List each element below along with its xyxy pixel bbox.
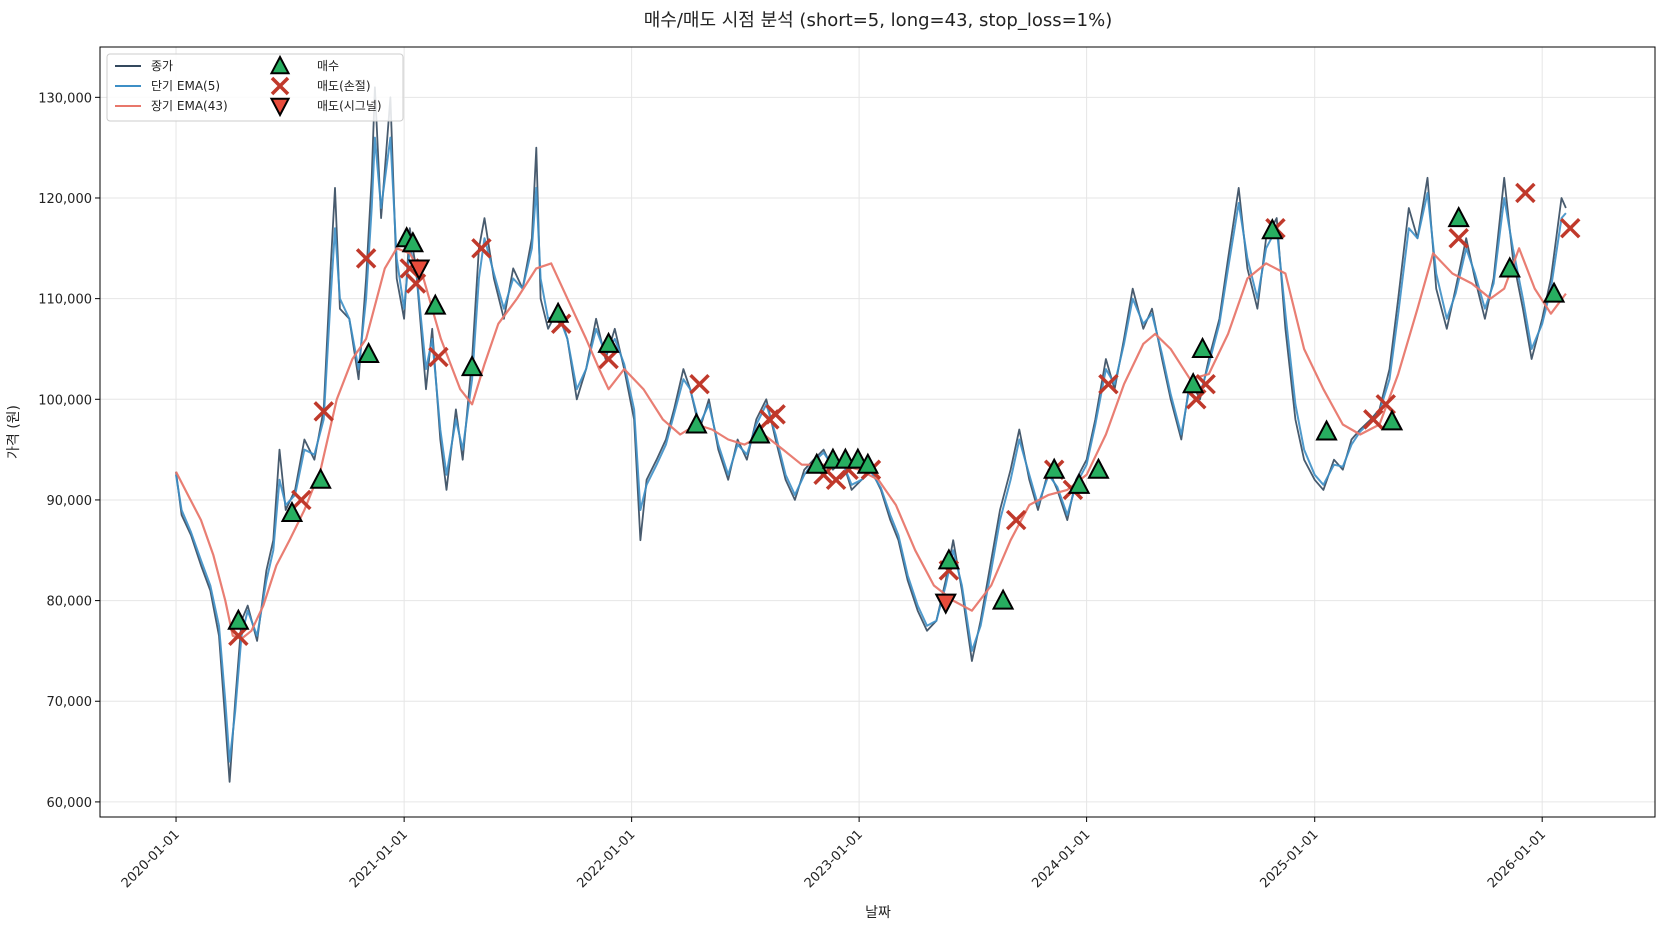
buy-marker (309, 467, 332, 489)
buy-marker (424, 293, 447, 315)
y-tick-label: 120,000 (38, 192, 92, 207)
stop-loss-marker (765, 404, 786, 425)
stop-loss-marker-stroke (689, 373, 710, 395)
legend-item-sell-signal: 매도(시그널) (269, 97, 382, 118)
buy-marker (357, 341, 380, 363)
x-axis-label: 날짜 (865, 905, 891, 921)
legend-item-close: 종가 (115, 59, 173, 73)
legend-box (106, 53, 404, 122)
buy-marker (1191, 336, 1214, 358)
stop-loss-marker (428, 346, 449, 368)
signal-sell-marker (934, 593, 957, 615)
y-tick-label: 70,000 (47, 695, 93, 710)
legend-item-buy: 매수 (269, 54, 339, 75)
stop-loss-marker (1098, 373, 1119, 395)
legend-label: 장기 EMA(43) (151, 99, 228, 113)
stop-loss-marker-stroke (1186, 389, 1207, 410)
stop-loss-marker-stroke (291, 489, 312, 511)
buy-marker (748, 422, 771, 444)
signal-sell-marker (407, 259, 431, 281)
stop-loss-marker (1560, 217, 1581, 239)
stop-loss-marker (355, 248, 377, 269)
stop-loss-marker-stroke (270, 76, 290, 96)
stop-loss-marker-stroke (405, 273, 427, 294)
stop-loss-marker (228, 625, 249, 647)
legend-item-ema-short: 단기 EMA(5) (115, 79, 220, 93)
stop-loss-marker-stroke (428, 346, 449, 368)
legend-swatch-buy (269, 54, 291, 75)
stop-loss-marker-stroke (1363, 409, 1384, 430)
stop-loss-marker-stroke (598, 348, 619, 370)
buy-marker (280, 500, 304, 523)
stop-loss-marker-stroke (1560, 217, 1581, 239)
series-line-close (175, 86, 1567, 783)
buy-marker (1087, 457, 1110, 479)
stop-loss-marker-stroke (228, 625, 249, 647)
buy-marker (805, 452, 828, 474)
stop-loss-marker (1515, 182, 1536, 204)
legend-label: 종가 (151, 59, 173, 73)
legend-swatch-signal-sell (269, 97, 291, 118)
legend-label: 단기 EMA(5) (151, 79, 220, 93)
buy-marker (1542, 281, 1566, 303)
buy-marker (546, 301, 570, 323)
stop-loss-marker (1448, 228, 1469, 249)
y-tick-label: 130,000 (38, 91, 92, 106)
legend-label: 매수 (317, 59, 339, 73)
stop-loss-marker-stroke (1515, 182, 1536, 204)
stop-loss-marker-stroke (1375, 394, 1396, 415)
buy-marker (685, 412, 708, 434)
y-tick-label: 80,000 (47, 595, 93, 610)
buy-marker (1067, 472, 1091, 494)
stop-loss-marker-stroke (471, 238, 492, 259)
stop-loss-marker (598, 348, 619, 370)
y-tick-label: 90,000 (47, 494, 93, 509)
stop-loss-marker (313, 401, 334, 422)
buy-marker (597, 331, 620, 353)
y-tick-label: 110,000 (38, 293, 92, 308)
legend-item-ema-long: 장기 EMA(43) (115, 99, 228, 113)
buy-marker (1315, 419, 1338, 441)
buy-marker (1447, 205, 1470, 228)
buy-marker (401, 231, 425, 253)
stop-loss-marker-stroke (1448, 228, 1469, 249)
buy-marker (856, 452, 879, 474)
buy-marker (1182, 372, 1205, 394)
stop-loss-marker-stroke (1005, 509, 1027, 531)
stop-loss-marker-stroke (550, 313, 572, 335)
stop-loss-marker-stroke (1098, 373, 1119, 395)
plot-frame (99, 46, 1656, 818)
y-tick-label: 60,000 (47, 796, 93, 811)
legend-label: 매도(시그널) (317, 99, 382, 113)
chart-title: 매수/매도 시점 분석 (short=5, long=43, stop_loss… (644, 10, 1113, 31)
stop-loss-marker (291, 489, 312, 511)
buy-marker (991, 588, 1015, 610)
buy-marker (937, 548, 961, 570)
buy-marker (1261, 218, 1284, 240)
stop-loss-marker-stroke (355, 248, 377, 269)
stop-loss-marker (1186, 389, 1207, 410)
stop-loss-marker (1005, 509, 1027, 531)
stop-loss-marker (689, 373, 710, 395)
stop-loss-marker-stroke (813, 464, 834, 486)
stop-loss-marker (1363, 409, 1384, 430)
legend-item-sell-stop: 매도(손절) (270, 76, 371, 96)
buy-marker (1498, 256, 1521, 278)
buy-marker (227, 608, 250, 630)
y-tick-label: 100,000 (38, 393, 92, 408)
stop-loss-marker (405, 273, 427, 294)
buy-marker (460, 354, 484, 377)
stop-loss-marker-stroke (313, 401, 334, 422)
stop-loss-marker-stroke (765, 404, 786, 425)
legend-label: 매도(손절) (317, 79, 371, 93)
buy-marker (1380, 409, 1404, 431)
y-axis-label: 가격 (원) (6, 405, 22, 459)
series-line-ema-long (175, 247, 1567, 640)
stop-loss-marker (471, 238, 492, 259)
buy-marker (1043, 457, 1066, 479)
legend-swatch-stop-loss (270, 76, 290, 96)
marker-layer (227, 182, 1581, 647)
